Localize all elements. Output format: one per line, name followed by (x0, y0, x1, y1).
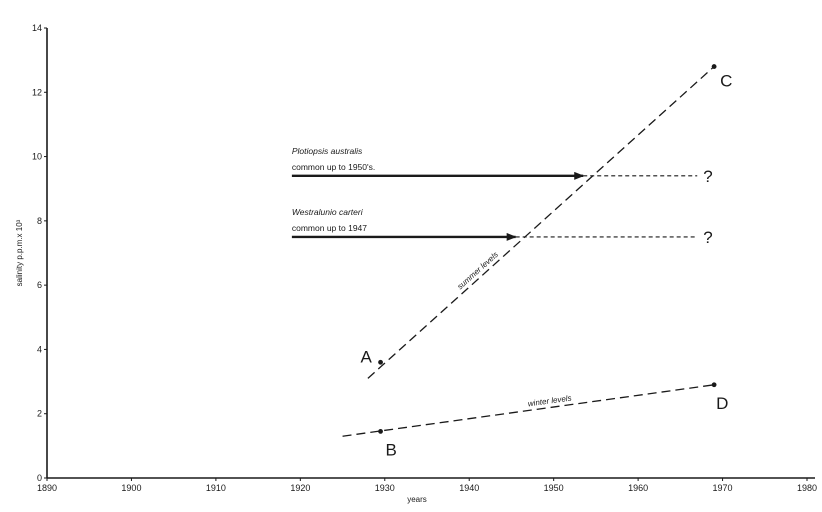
y-axis-label: salinity p.p.m.x 10³ (15, 219, 24, 286)
y-tick-label: 8 (37, 216, 42, 226)
x-tick-label: 1950 (544, 483, 564, 493)
y-tick-label: 6 (37, 280, 42, 290)
point-label-B: B (386, 440, 397, 459)
question-mark: ? (703, 228, 712, 247)
point-label-D: D (716, 394, 728, 413)
series-label: summer levels (456, 250, 500, 291)
y-tick-label: 10 (32, 152, 42, 162)
data-point-B (378, 428, 383, 434)
x-tick-label: 1980 (797, 483, 817, 493)
x-tick-label: 1970 (713, 483, 733, 493)
data-point-A (378, 359, 383, 365)
x-tick-label: 1930 (375, 483, 395, 493)
data-point-C (711, 64, 717, 69)
x-axis-label: years (407, 495, 427, 504)
x-tick-label: 1890 (37, 483, 57, 493)
y-tick-label: 12 (32, 87, 42, 97)
x-tick-label: 1940 (459, 483, 479, 493)
species-name: Westralunio carteri (292, 207, 364, 217)
series-line-winter (342, 384, 715, 437)
point-label-A: A (361, 347, 373, 366)
series-line-summer (367, 66, 715, 379)
y-tick-label: 4 (37, 344, 42, 354)
y-tick-label: 14 (32, 23, 42, 33)
species-name: Plotiopsis australis (292, 146, 363, 156)
x-tick-label: 1920 (290, 483, 310, 493)
point-label-C: C (720, 72, 732, 91)
question-mark: ? (703, 167, 712, 186)
y-tick-label: 0 (37, 473, 42, 483)
x-tick-label: 1960 (628, 483, 648, 493)
y-tick-label: 2 (37, 409, 42, 419)
species-note: common up to 1950's. (292, 162, 375, 172)
series-label: winter levels (527, 394, 572, 409)
species-note: common up to 1947 (292, 223, 367, 233)
data-point-D (711, 382, 717, 388)
x-tick-label: 1910 (206, 483, 226, 493)
x-tick-label: 1900 (121, 483, 141, 493)
